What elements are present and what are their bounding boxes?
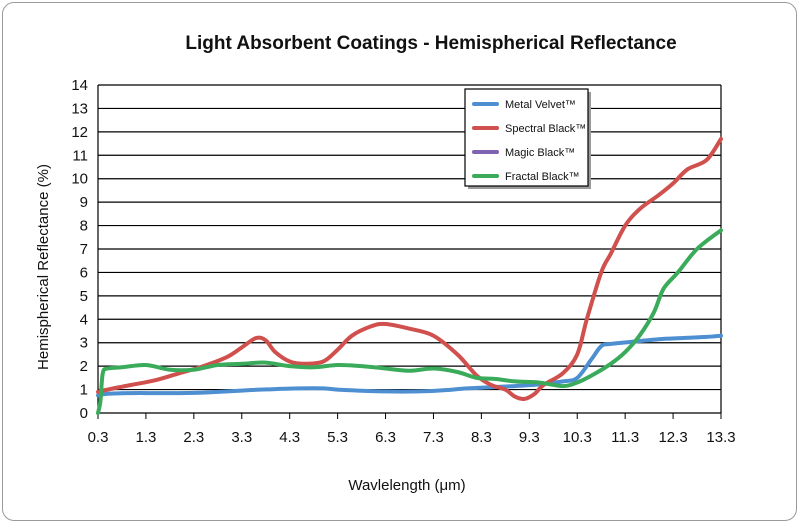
x-tick-label: 10.3 xyxy=(563,429,592,446)
x-tick-label: 0.3 xyxy=(88,429,109,446)
y-tick-label: 13 xyxy=(71,100,88,117)
series-lines xyxy=(96,136,723,415)
legend-label-2: Magic Black™ xyxy=(505,147,575,159)
x-tick-label: 2.3 xyxy=(183,429,204,446)
y-tick-label: 5 xyxy=(80,288,88,305)
x-tick-label: 5.3 xyxy=(327,429,348,446)
x-axis-label: Wavlelength (μm) xyxy=(348,477,465,494)
x-tick-label: 11.3 xyxy=(611,429,639,446)
x-tick-label: 7.3 xyxy=(423,429,444,446)
legend: Metal Velvet™ Spectral Black™ Magic Black™… xyxy=(464,88,591,189)
x-tick-label: 9.3 xyxy=(519,429,540,446)
y-tick-label: 7 xyxy=(80,241,88,258)
series-line-1 xyxy=(96,136,723,401)
y-tick-label: 10 xyxy=(71,171,88,188)
y-tick-label: 2 xyxy=(80,358,88,375)
y-tick-label: 0 xyxy=(80,405,88,422)
chart-title: Light Absorbent Coatings - Hemispherical… xyxy=(185,33,676,54)
y-tick-label: 1 xyxy=(80,382,88,399)
y-tick-label: 11 xyxy=(72,147,88,164)
x-tick-label: 13.3 xyxy=(706,429,735,446)
x-tick-label: 12.3 xyxy=(658,429,687,446)
x-tick-label: 4.3 xyxy=(279,429,300,446)
y-tick-label: 4 xyxy=(80,311,88,328)
legend-label-0: Metal Velvet™ xyxy=(505,99,576,111)
y-tick-label: 6 xyxy=(80,264,88,281)
y-tick-label: 12 xyxy=(71,124,88,141)
y-axis-label: Hemispherical Reflectance (%) xyxy=(35,164,52,370)
x-axis-ticks: 0.3 1.3 2.3 3.3 4.3 5.3 6.3 7.3 8.3 9.3 10.3 11.3 12… xyxy=(88,413,736,446)
x-tick-label: 6.3 xyxy=(375,429,396,446)
x-tick-label: 8.3 xyxy=(471,429,492,446)
x-tick-label: 3.3 xyxy=(231,429,252,446)
y-tick-label: 14 xyxy=(71,77,88,94)
series-line-3 xyxy=(96,228,723,415)
series-line-0 xyxy=(96,333,723,398)
x-tick-label: 1.3 xyxy=(135,429,156,446)
y-tick-label: 3 xyxy=(80,335,88,352)
legend-label-1: Spectral Black™ xyxy=(505,123,586,135)
gridlines xyxy=(97,84,722,414)
y-tick-label: 9 xyxy=(80,194,88,211)
legend-label-3: Fractal Black™ xyxy=(505,171,580,183)
y-tick-label: 8 xyxy=(80,218,88,235)
